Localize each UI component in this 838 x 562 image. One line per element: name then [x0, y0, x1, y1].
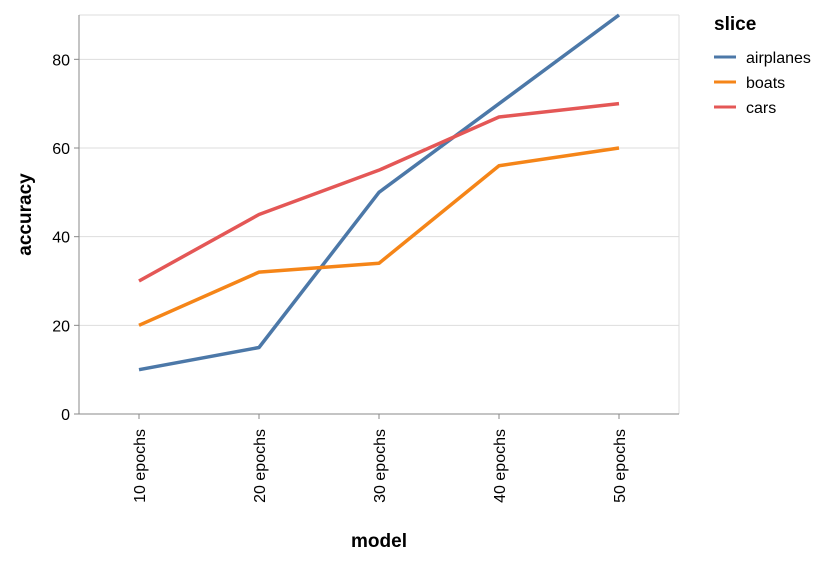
legend-label-boats: boats	[746, 75, 785, 92]
x-tick-label: 40 epochs	[492, 429, 509, 503]
legend: slice airplanes boats cars	[714, 14, 811, 117]
x-axis-ticks: 10 epochs 20 epochs 30 epochs 40 epochs 50 e…	[132, 414, 629, 503]
legend-label-cars: cars	[746, 100, 776, 117]
y-tick-label: 80	[52, 52, 70, 69]
x-tick-label: 50 epochs	[612, 429, 629, 503]
series-line-airplanes	[138, 13, 621, 372]
series-lines	[138, 13, 621, 372]
series-line-boats	[138, 146, 620, 327]
x-tick-label: 20 epochs	[252, 429, 269, 503]
y-tick-label: 20	[52, 318, 70, 335]
legend-title: slice	[714, 14, 756, 35]
y-axis-title: accuracy	[15, 173, 36, 256]
x-tick-label: 30 epochs	[372, 429, 389, 503]
x-tick-label: 10 epochs	[132, 429, 149, 503]
series-line-cars	[138, 101, 620, 283]
gridlines	[79, 14, 680, 415]
y-tick-label: 40	[52, 230, 70, 247]
axes: 10 epochs 20 epochs 30 epochs 40 epochs 50 e…	[52, 15, 679, 503]
x-axis-title: model	[351, 531, 407, 552]
y-tick-label: 60	[52, 141, 70, 158]
legend-label-airplanes: airplanes	[746, 50, 811, 67]
y-axis-ticks: 0 20 40 60 80	[52, 52, 79, 424]
y-tick-label: 0	[61, 407, 70, 424]
